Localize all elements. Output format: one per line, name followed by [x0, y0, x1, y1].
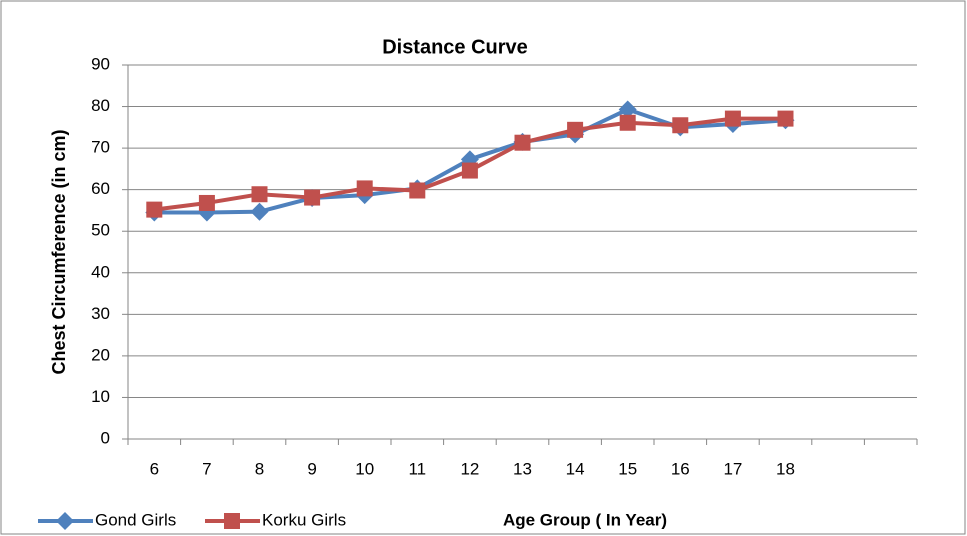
legend-marker	[224, 513, 240, 529]
y-axis-label: Chest Circumference (in cm)	[49, 129, 69, 374]
data-point	[461, 162, 478, 179]
x-tick-label: 15	[618, 459, 637, 478]
data-point	[251, 186, 268, 203]
x-axis-label: Age Group ( In Year)	[503, 510, 667, 529]
y-tick-label: 90	[91, 54, 110, 73]
legend-label: Korku Girls	[262, 510, 346, 529]
x-tick-label: 7	[202, 459, 211, 478]
y-tick-label: 30	[91, 304, 110, 323]
data-point	[409, 182, 426, 199]
data-point	[567, 121, 584, 138]
x-tick-label: 11	[408, 459, 426, 478]
data-point	[724, 110, 741, 127]
x-tick-label: 16	[671, 459, 690, 478]
legend-marker	[56, 512, 74, 530]
chart-title: Distance Curve	[382, 36, 528, 58]
data-point	[618, 100, 637, 119]
x-tick-label: 12	[460, 459, 479, 478]
data-point	[514, 134, 531, 151]
x-tick-label: 6	[150, 459, 159, 478]
y-tick-label: 50	[91, 221, 110, 240]
x-tick-label: 9	[307, 459, 316, 478]
data-point	[198, 194, 215, 211]
data-point	[672, 117, 689, 134]
x-tick-label: 14	[566, 459, 585, 478]
x-tick-label: 17	[723, 459, 742, 478]
y-tick-label: 60	[91, 179, 110, 198]
data-point	[146, 201, 163, 218]
x-tick-label: 13	[513, 459, 532, 478]
data-point	[304, 189, 321, 206]
x-tick-label: 10	[355, 459, 374, 478]
data-point	[250, 202, 269, 221]
data-point	[619, 114, 636, 131]
data-point	[777, 110, 794, 127]
y-tick-label: 40	[91, 262, 110, 281]
y-tick-label: 20	[91, 345, 110, 364]
y-tick-label: 0	[101, 428, 110, 447]
x-tick-label: 8	[255, 459, 264, 478]
y-tick-label: 80	[91, 96, 110, 115]
data-point	[356, 180, 373, 197]
y-tick-label: 70	[91, 138, 110, 157]
x-tick-label: 18	[776, 459, 795, 478]
legend-label: Gond Girls	[95, 510, 176, 529]
y-tick-label: 10	[91, 387, 110, 406]
